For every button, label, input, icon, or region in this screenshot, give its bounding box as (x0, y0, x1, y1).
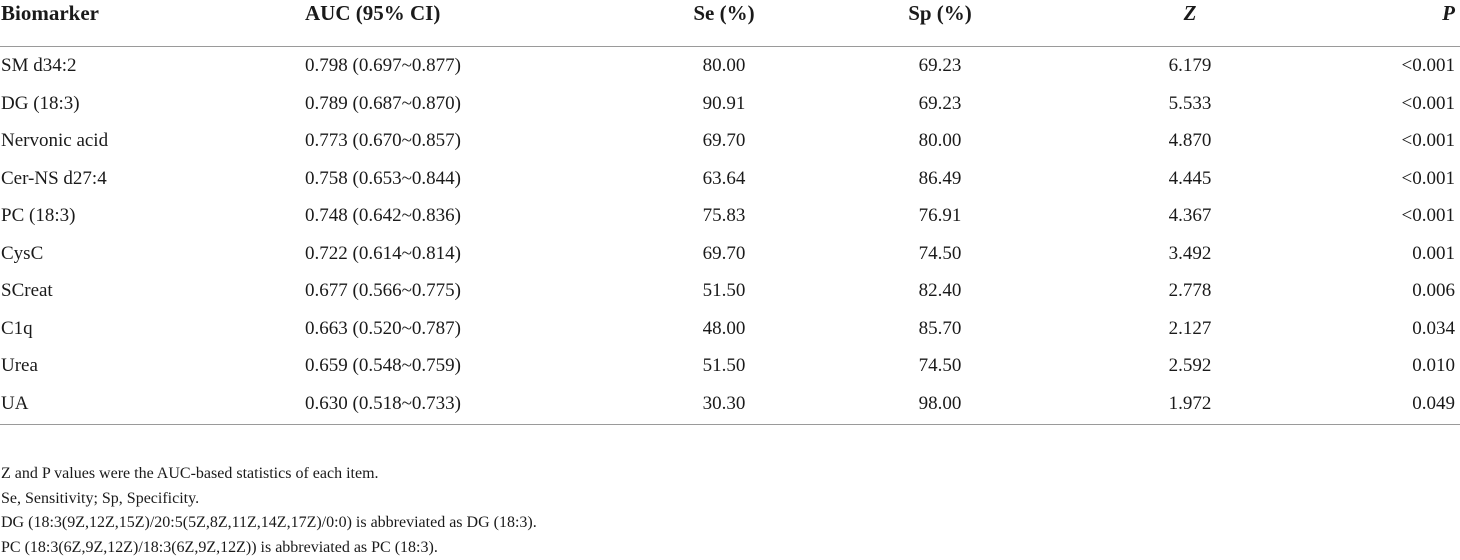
cell-auc: 0.663 (0.520~0.787) (305, 310, 650, 348)
header-auc: AUC (95% CI) (305, 0, 650, 47)
cell-p: 0.006 (1298, 272, 1460, 310)
cell-p: <0.001 (1298, 47, 1460, 85)
table-row: DG (18:3) 0.789 (0.687~0.870) 90.91 69.2… (0, 85, 1460, 123)
cell-auc: 0.773 (0.670~0.857) (305, 122, 650, 160)
table-row: Nervonic acid 0.773 (0.670~0.857) 69.70 … (0, 122, 1460, 160)
cell-se: 30.30 (650, 385, 798, 425)
cell-p: 0.034 (1298, 310, 1460, 348)
table-row: Urea 0.659 (0.548~0.759) 51.50 74.50 2.5… (0, 347, 1460, 385)
table-header: Biomarker AUC (95% CI) Se (%) Sp (%) Z P (0, 0, 1460, 47)
cell-sp: 74.50 (798, 235, 1082, 273)
cell-z: 2.778 (1082, 272, 1298, 310)
cell-sp: 69.23 (798, 85, 1082, 123)
header-biomarker: Biomarker (0, 0, 305, 47)
cell-se: 48.00 (650, 310, 798, 348)
cell-z: 4.870 (1082, 122, 1298, 160)
table-row: Cer-NS d27:4 0.758 (0.653~0.844) 63.64 8… (0, 160, 1460, 198)
cell-z: 3.492 (1082, 235, 1298, 273)
cell-auc: 0.722 (0.614~0.814) (305, 235, 650, 273)
cell-biomarker: SM d34:2 (0, 47, 305, 85)
header-z: Z (1082, 0, 1298, 47)
cell-biomarker: Cer-NS d27:4 (0, 160, 305, 198)
footnote: Z and P values were the AUC-based statis… (1, 462, 537, 487)
cell-se: 69.70 (650, 235, 798, 273)
cell-biomarker: UA (0, 385, 305, 425)
table-row: SM d34:2 0.798 (0.697~0.877) 80.00 69.23… (0, 47, 1460, 85)
biomarker-table: Biomarker AUC (95% CI) Se (%) Sp (%) Z P… (0, 0, 1460, 425)
cell-biomarker: C1q (0, 310, 305, 348)
cell-sp: 74.50 (798, 347, 1082, 385)
table-row: PC (18:3) 0.748 (0.642~0.836) 75.83 76.9… (0, 197, 1460, 235)
cell-se: 75.83 (650, 197, 798, 235)
cell-p: <0.001 (1298, 160, 1460, 198)
cell-auc: 0.789 (0.687~0.870) (305, 85, 650, 123)
cell-sp: 98.00 (798, 385, 1082, 425)
cell-sp: 69.23 (798, 47, 1082, 85)
cell-z: 2.127 (1082, 310, 1298, 348)
cell-p: <0.001 (1298, 197, 1460, 235)
cell-auc: 0.748 (0.642~0.836) (305, 197, 650, 235)
cell-biomarker: Urea (0, 347, 305, 385)
header-row: Biomarker AUC (95% CI) Se (%) Sp (%) Z P (0, 0, 1460, 47)
cell-sp: 82.40 (798, 272, 1082, 310)
cell-auc: 0.798 (0.697~0.877) (305, 47, 650, 85)
cell-z: 5.533 (1082, 85, 1298, 123)
cell-se: 63.64 (650, 160, 798, 198)
cell-sp: 76.91 (798, 197, 1082, 235)
footnote: DG (18:3(9Z,12Z,15Z)/20:5(5Z,8Z,11Z,14Z,… (1, 511, 537, 536)
cell-z: 2.592 (1082, 347, 1298, 385)
cell-biomarker: DG (18:3) (0, 85, 305, 123)
cell-sp: 85.70 (798, 310, 1082, 348)
cell-se: 51.50 (650, 272, 798, 310)
table-row: CysC 0.722 (0.614~0.814) 69.70 74.50 3.4… (0, 235, 1460, 273)
cell-p: 0.010 (1298, 347, 1460, 385)
cell-p: 0.001 (1298, 235, 1460, 273)
footnote: PC (18:3(6Z,9Z,12Z)/18:3(6Z,9Z,12Z)) is … (1, 536, 537, 560)
table-body: SM d34:2 0.798 (0.697~0.877) 80.00 69.23… (0, 47, 1460, 425)
table-row: C1q 0.663 (0.520~0.787) 48.00 85.70 2.12… (0, 310, 1460, 348)
footnote: Se, Sensitivity; Sp, Specificity. (1, 487, 537, 512)
cell-z: 1.972 (1082, 385, 1298, 425)
cell-p: <0.001 (1298, 85, 1460, 123)
table-footnotes: Z and P values were the AUC-based statis… (1, 462, 537, 560)
cell-auc: 0.677 (0.566~0.775) (305, 272, 650, 310)
cell-z: 4.367 (1082, 197, 1298, 235)
cell-auc: 0.659 (0.548~0.759) (305, 347, 650, 385)
cell-auc: 0.630 (0.518~0.733) (305, 385, 650, 425)
table-row: SCreat 0.677 (0.566~0.775) 51.50 82.40 2… (0, 272, 1460, 310)
cell-p: 0.049 (1298, 385, 1460, 425)
cell-auc: 0.758 (0.653~0.844) (305, 160, 650, 198)
cell-se: 69.70 (650, 122, 798, 160)
cell-biomarker: CysC (0, 235, 305, 273)
cell-biomarker: PC (18:3) (0, 197, 305, 235)
header-sp: Sp (%) (798, 0, 1082, 47)
cell-sp: 86.49 (798, 160, 1082, 198)
header-p: P (1298, 0, 1460, 47)
cell-se: 90.91 (650, 85, 798, 123)
cell-biomarker: SCreat (0, 272, 305, 310)
cell-se: 80.00 (650, 47, 798, 85)
cell-sp: 80.00 (798, 122, 1082, 160)
header-se: Se (%) (650, 0, 798, 47)
cell-z: 6.179 (1082, 47, 1298, 85)
cell-biomarker: Nervonic acid (0, 122, 305, 160)
table-row: UA 0.630 (0.518~0.733) 30.30 98.00 1.972… (0, 385, 1460, 425)
cell-z: 4.445 (1082, 160, 1298, 198)
cell-se: 51.50 (650, 347, 798, 385)
cell-p: <0.001 (1298, 122, 1460, 160)
